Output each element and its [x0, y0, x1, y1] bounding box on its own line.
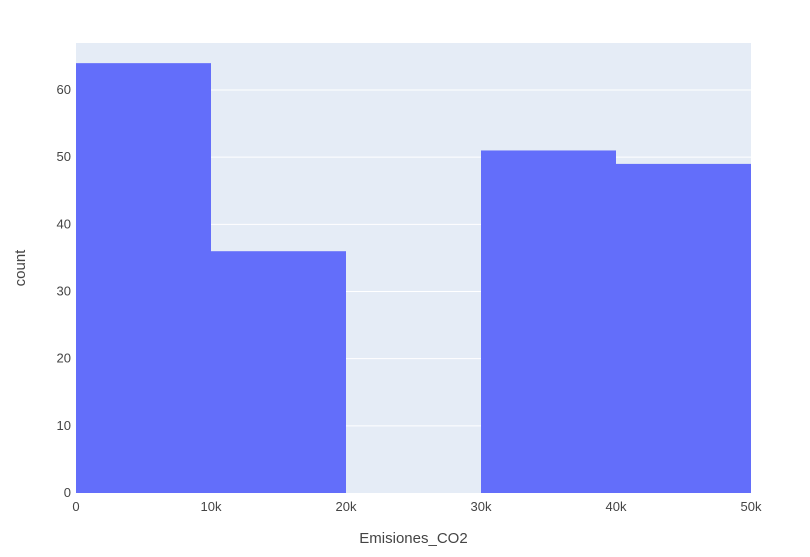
y-axis-title: count	[12, 249, 29, 287]
histogram-bar-4[interactable]	[616, 163, 751, 494]
histogram-bar-3[interactable]	[481, 150, 616, 493]
y-tick-label-40: 40	[57, 216, 71, 231]
x-tick-label-10k: 10k	[201, 499, 222, 514]
y-tick-label-50: 50	[57, 149, 71, 164]
x-axis-ticks: 0 10k 20k 30k 40k 50k	[72, 499, 762, 514]
x-tick-label-20k: 20k	[336, 499, 357, 514]
y-tick-label-60: 60	[57, 82, 71, 97]
histogram-bar-1[interactable]	[211, 251, 346, 493]
x-axis-title: Emisiones_CO2	[359, 530, 467, 547]
y-axis-ticks: 0 10 20 30 40 50 60	[57, 82, 71, 500]
y-tick-label-20: 20	[57, 351, 71, 366]
x-tick-label-40k: 40k	[606, 499, 627, 514]
y-tick-label-30: 30	[57, 284, 71, 299]
x-tick-label-50k: 50k	[741, 499, 762, 514]
histogram-bar-0[interactable]	[76, 63, 211, 493]
bars	[76, 63, 751, 494]
x-tick-label-30k: 30k	[471, 499, 492, 514]
y-tick-label-0: 0	[64, 485, 71, 500]
x-tick-label-0: 0	[72, 499, 79, 514]
y-tick-label-10: 10	[57, 418, 71, 433]
